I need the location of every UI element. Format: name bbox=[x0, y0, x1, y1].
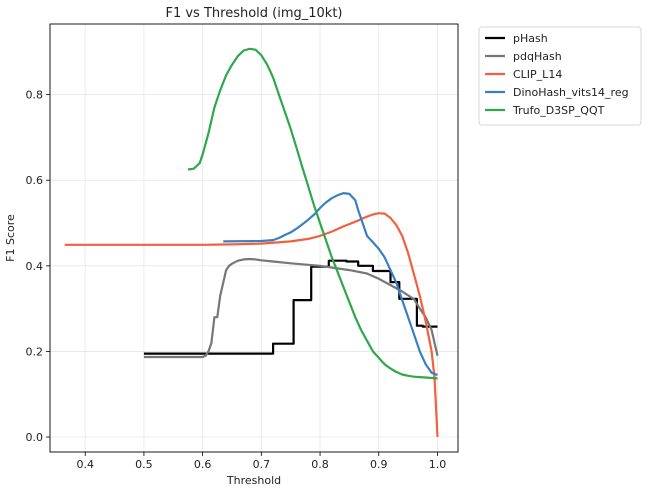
legend: pHash pdqHash CLIP_L14 DinoHash_vits14_reg T… bbox=[478, 26, 642, 126]
series-line-clip-l14 bbox=[64, 212, 439, 438]
x-tick-label: 0.9 bbox=[370, 458, 388, 471]
y-tick-label: 0.0 bbox=[26, 431, 44, 444]
legend-label-phash: pHash bbox=[513, 32, 548, 45]
x-tick-label: 0.4 bbox=[76, 458, 94, 471]
y-axis-label: F1 Score bbox=[4, 214, 17, 262]
series-line-phash bbox=[143, 259, 438, 355]
x-tick-label: 0.8 bbox=[311, 458, 329, 471]
grid-lines bbox=[50, 24, 458, 452]
legend-label-pdqhash: pdqHash bbox=[513, 50, 562, 63]
x-axis-label: Threshold bbox=[226, 474, 281, 487]
x-tick-label: 1.0 bbox=[429, 458, 447, 471]
x-axis-ticks: 0.4 0.5 0.6 0.7 0.8 0.9 1.0 bbox=[76, 452, 446, 471]
y-tick-label: 0.6 bbox=[26, 174, 44, 187]
legend-label-clip-l14: CLIP_L14 bbox=[513, 68, 562, 81]
chart-title: F1 vs Threshold (img_10kt) bbox=[165, 6, 342, 21]
x-tick-label: 0.5 bbox=[135, 458, 153, 471]
plot-frame bbox=[49, 23, 459, 453]
y-tick-label: 0.2 bbox=[26, 345, 44, 358]
series-line-dinohash-vits14-reg bbox=[223, 192, 438, 377]
x-tick-label: 0.7 bbox=[253, 458, 271, 471]
legend-label-trufo-d3sp-qqt: Trufo_D3SP_QQT bbox=[512, 104, 605, 117]
series-line-trufo-d3sp-qqt bbox=[187, 47, 438, 380]
legend-box bbox=[478, 26, 642, 126]
y-tick-label: 0.4 bbox=[26, 260, 44, 273]
x-tick-label: 0.6 bbox=[194, 458, 212, 471]
y-tick-label: 0.8 bbox=[26, 89, 44, 102]
series-lines bbox=[64, 47, 439, 438]
legend-label-dinohash-vits14-reg: DinoHash_vits14_reg bbox=[513, 86, 629, 99]
y-axis-ticks: 0.0 0.2 0.4 0.6 0.8 bbox=[26, 89, 50, 444]
series-line-pdqhash bbox=[143, 257, 439, 359]
